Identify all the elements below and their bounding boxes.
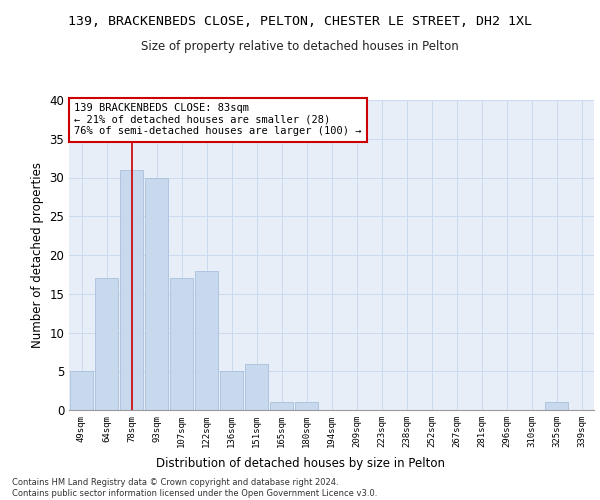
Text: 139, BRACKENBEDS CLOSE, PELTON, CHESTER LE STREET, DH2 1XL: 139, BRACKENBEDS CLOSE, PELTON, CHESTER … (68, 15, 532, 28)
Bar (145, 178, 168, 410)
Bar (170, 278, 193, 410)
Bar (245, 364, 268, 410)
Bar (270, 402, 293, 410)
Text: Contains HM Land Registry data © Crown copyright and database right 2024.
Contai: Contains HM Land Registry data © Crown c… (12, 478, 377, 498)
Bar (220, 371, 243, 410)
Text: Size of property relative to detached houses in Pelton: Size of property relative to detached ho… (141, 40, 459, 53)
Text: 139 BRACKENBEDS CLOSE: 83sqm
← 21% of detached houses are smaller (28)
76% of se: 139 BRACKENBEDS CLOSE: 83sqm ← 21% of de… (74, 103, 362, 136)
Y-axis label: Number of detached properties: Number of detached properties (31, 162, 44, 348)
Bar (195, 270, 218, 410)
Text: Distribution of detached houses by size in Pelton: Distribution of detached houses by size … (155, 458, 445, 470)
Bar (70, 371, 93, 410)
Bar (95, 278, 118, 410)
Bar (545, 402, 568, 410)
Bar (295, 402, 318, 410)
Bar (120, 170, 143, 410)
